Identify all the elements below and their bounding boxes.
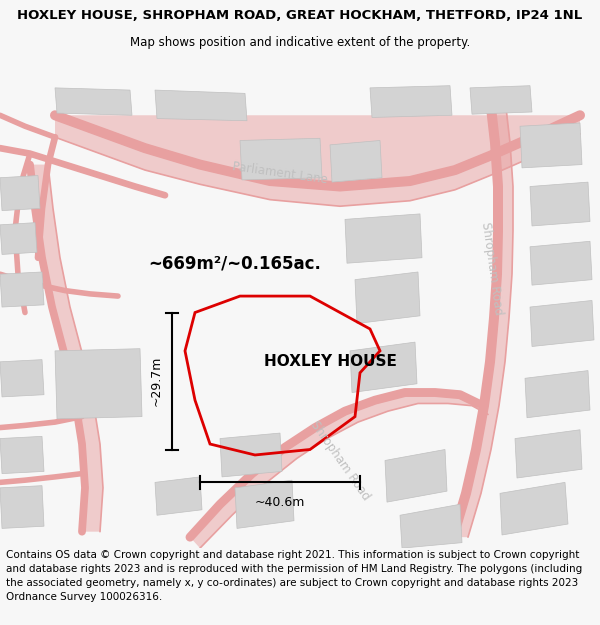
Text: Shropham Road: Shropham Road <box>308 418 372 502</box>
Polygon shape <box>530 301 594 346</box>
Polygon shape <box>155 477 202 515</box>
Polygon shape <box>55 88 132 115</box>
Text: ~29.7m: ~29.7m <box>149 356 163 406</box>
Text: HOXLEY HOUSE: HOXLEY HOUSE <box>263 354 397 369</box>
Text: ~40.6m: ~40.6m <box>255 496 305 509</box>
Polygon shape <box>0 486 44 528</box>
Text: HOXLEY HOUSE, SHROPHAM ROAD, GREAT HOCKHAM, THETFORD, IP24 1NL: HOXLEY HOUSE, SHROPHAM ROAD, GREAT HOCKH… <box>17 9 583 22</box>
Polygon shape <box>240 138 322 180</box>
Polygon shape <box>330 141 382 182</box>
Polygon shape <box>385 449 447 502</box>
Polygon shape <box>470 86 532 114</box>
Text: Parliament Lane: Parliament Lane <box>232 160 328 186</box>
Polygon shape <box>55 115 580 206</box>
Polygon shape <box>530 182 590 226</box>
Polygon shape <box>190 392 488 548</box>
Polygon shape <box>525 371 590 418</box>
Text: ~669m²/~0.165ac.: ~669m²/~0.165ac. <box>148 255 321 272</box>
Polygon shape <box>30 164 103 532</box>
Text: Contains OS data © Crown copyright and database right 2021. This information is : Contains OS data © Crown copyright and d… <box>6 549 582 602</box>
Polygon shape <box>500 482 568 535</box>
Polygon shape <box>520 123 582 168</box>
Polygon shape <box>400 504 462 548</box>
Polygon shape <box>0 359 44 397</box>
Polygon shape <box>0 272 44 307</box>
Polygon shape <box>515 430 582 478</box>
Polygon shape <box>530 241 592 285</box>
Polygon shape <box>55 349 142 419</box>
Polygon shape <box>220 433 282 477</box>
Polygon shape <box>453 99 513 537</box>
Polygon shape <box>235 480 294 528</box>
Text: Shropham Road: Shropham Road <box>479 221 505 316</box>
Polygon shape <box>0 436 44 474</box>
Polygon shape <box>345 214 422 263</box>
Text: Map shows position and indicative extent of the property.: Map shows position and indicative extent… <box>130 36 470 49</box>
Polygon shape <box>0 222 37 254</box>
Polygon shape <box>350 342 417 392</box>
Polygon shape <box>370 86 452 118</box>
Polygon shape <box>155 90 247 121</box>
Polygon shape <box>0 176 40 211</box>
Polygon shape <box>355 272 420 324</box>
